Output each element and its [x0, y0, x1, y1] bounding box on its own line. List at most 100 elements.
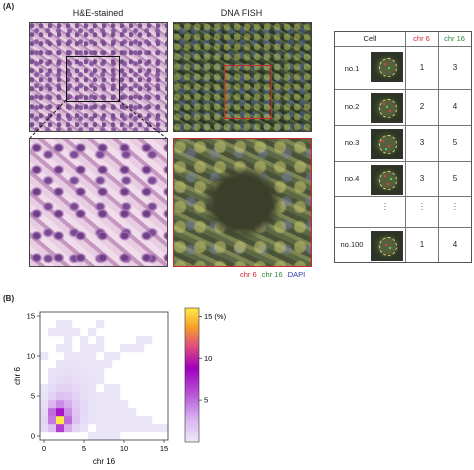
heatmap-cell: [80, 336, 89, 345]
panel-b-label: (B): [3, 294, 15, 303]
heatmap-cell: [96, 360, 105, 369]
heatmap-cell: [104, 408, 113, 417]
heatmap-cell: [96, 344, 105, 353]
row-2-thumbnail: [371, 93, 403, 123]
colorbar-tick-label: 15 (%): [204, 312, 227, 321]
heatmap-cell: [152, 424, 161, 433]
heatmap-cell: [112, 416, 121, 425]
heatmap-cell: [120, 424, 129, 433]
heatmap-cell: [64, 328, 73, 337]
heatmap-cell: [40, 424, 49, 433]
heatmap-cell: [104, 400, 113, 409]
heatmap-cell: [80, 392, 89, 401]
legend-chr6: chr 6: [240, 270, 257, 279]
fish-title: DNA FISH: [220, 8, 263, 18]
heatmap-cell: [128, 344, 137, 353]
heatmap-cell: [72, 384, 81, 393]
heatmap-cell: [80, 368, 89, 377]
heatmap-cell: [88, 328, 97, 337]
heatmap-cell: [56, 328, 65, 337]
heatmap-cell: [96, 408, 105, 417]
he-zoomed-image: [29, 138, 168, 267]
heatmap-cell: [56, 376, 65, 385]
heatmap-cell: [72, 424, 81, 433]
heatmap-cell: [40, 392, 49, 401]
heatmap-cell: [80, 384, 89, 393]
heatmap-cell: [104, 352, 113, 361]
heatmap-cell: [40, 400, 49, 409]
heatmap-cell: [64, 376, 73, 385]
row-3-thumbnail: [371, 129, 403, 159]
heatmap-cell: [160, 424, 169, 433]
heatmap-cell: [64, 392, 73, 401]
heatmap-cell: [40, 408, 49, 417]
heatmap-cell: [96, 320, 105, 329]
heatmap-cell: [56, 320, 65, 329]
colorbar: 5 10 15 (%): [184, 307, 227, 443]
row-1-chr16: 3: [452, 63, 458, 72]
y-tick-label: 10: [27, 352, 35, 361]
heatmap-cell: [88, 360, 97, 369]
row-100-chr6: 1: [419, 240, 425, 249]
heatmap-cell: [88, 416, 97, 425]
heatmap-cell: [112, 408, 121, 417]
ellipsis-chr6: · · ·: [420, 199, 424, 214]
header-cell: Cell: [363, 34, 377, 43]
heatmap-cell: [104, 416, 113, 425]
ellipsis-cell: · · ·: [383, 199, 387, 214]
heatmap-cell: [64, 320, 73, 329]
heatmap-cell: [120, 416, 129, 425]
heatmap-cell: [48, 392, 57, 401]
he-overview-image: [29, 22, 168, 132]
heatmap-cell: [56, 384, 65, 393]
heatmap-cell: [104, 384, 113, 393]
heatmap-cell: [72, 352, 81, 361]
heatmap-cell: [72, 328, 81, 337]
heatmap-cell: [64, 400, 73, 409]
fish-zoom-box: [224, 65, 272, 119]
heatmap-cell: [48, 408, 57, 417]
heatmap-cell: [48, 400, 57, 409]
heatmap-cell: [72, 376, 81, 385]
heatmap-cell: [96, 336, 105, 345]
he-zoom-box: [66, 56, 120, 102]
colorbar-gradient: [184, 307, 200, 443]
row-1-cell: no.1: [344, 64, 360, 73]
plot-frame: [39, 311, 169, 441]
y-tick-label: 15: [27, 312, 35, 321]
heatmap-cell: [80, 424, 89, 433]
cell-count-table: Cell chr 6 chr 16 no.1 1 3 no.2 2 4 no.3…: [334, 31, 472, 263]
heatmap-cell: [112, 384, 121, 393]
heatmap-cell: [136, 344, 145, 353]
row-2-chr16: 4: [452, 102, 458, 111]
heatmap-cell: [88, 376, 97, 385]
heatmap-cell: [40, 352, 49, 361]
panel-a-label: (A): [3, 2, 15, 11]
heatmap-cell: [120, 408, 129, 417]
heatmap-cell: [64, 424, 73, 433]
x-axis-label: chr 16: [93, 457, 116, 466]
row-3-cell: no.3: [344, 138, 360, 147]
heatmap-cell: [48, 416, 57, 425]
x-tick-label: 10: [120, 444, 128, 453]
heatmap-cell: [112, 424, 121, 433]
heatmap-cell: [64, 408, 73, 417]
heatmap-cell: [72, 400, 81, 409]
heatmap-cell: [128, 416, 137, 425]
row-2-chr6: 2: [419, 102, 425, 111]
heatmap-cell: [72, 360, 81, 369]
row-1-thumbnail: [371, 52, 403, 82]
header-chr16: chr 16: [444, 34, 465, 43]
heatmap-cell: [64, 416, 73, 425]
heatmap-cell: [72, 416, 81, 425]
heatmap-cell: [96, 376, 105, 385]
heatmap-chart: 0 5 10 15 0 5 10 15 chr 16 chr 6: [13, 311, 169, 466]
heatmap-cell: [72, 368, 81, 377]
y-tick-label: 5: [31, 392, 35, 401]
heatmap-cell: [64, 352, 73, 361]
heatmap-cell: [64, 336, 73, 345]
ellipsis-chr16: · · ·: [453, 199, 457, 214]
heatmap-cell: [96, 416, 105, 425]
row-1-chr6: 1: [419, 63, 425, 72]
heatmap-cell: [144, 416, 153, 425]
